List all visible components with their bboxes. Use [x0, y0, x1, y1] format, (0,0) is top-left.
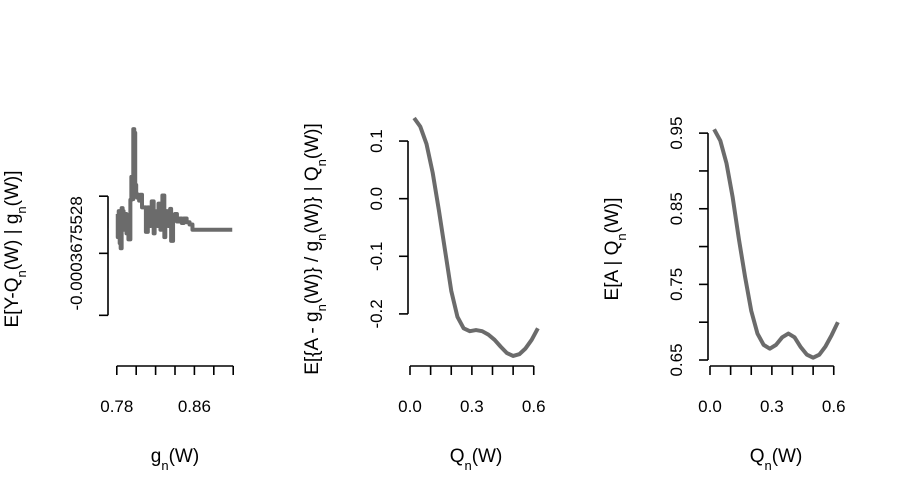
x-tick-label: 0.86 [178, 397, 211, 416]
x-tick-label: 0.0 [698, 397, 722, 416]
y-tick-label: -0.0003675528 [67, 196, 86, 310]
x-axis-title: gn(W) [151, 446, 199, 473]
x-axis-title: Qn(W) [450, 446, 503, 473]
y-tick-label: 0.85 [667, 192, 686, 225]
y-axis-title: E[{A - gn(W)} / gn(W)} | Qn(W)] [302, 123, 329, 375]
y-axis-title: E[Y-Qn(W) | gn(W)] [2, 171, 29, 328]
y-tick-label: 0.1 [367, 129, 386, 153]
y-tick-label: -0.1 [367, 242, 386, 271]
x-tick-label: 0.6 [522, 397, 546, 416]
panel-residual-vs-gn: 0.78 0.86 -0.0003675528 gn(W) E[Y-Qn(W) | gn… [2, 127, 235, 473]
y-tick-label: -0.2 [367, 299, 386, 328]
series-line [115, 127, 233, 251]
x-axis-title: Qn(W) [750, 446, 803, 473]
series-line [712, 128, 840, 360]
y-tick-label: 0.75 [667, 268, 686, 301]
series-line [412, 116, 540, 358]
y-tick-label: 0.65 [667, 343, 686, 376]
x-tick-label: 0.0 [398, 397, 422, 416]
y-tick-label: 0.95 [667, 117, 686, 150]
y-tick-label: 0.0 [367, 187, 386, 211]
panel-propensity-vs-qn: 0.0 0.3 0.6 0.65 0.75 0.85 0.95 Qn(W) E[A | Qn(W… [602, 117, 846, 473]
panel-weighted-residual-vs-qn: 0.0 0.3 0.6 -0.2 -0.1 0.0 0.1 Qn(W) E[{A - gn(W)… [302, 116, 546, 473]
x-tick-label: 0.3 [460, 397, 484, 416]
x-tick-label: 0.6 [822, 397, 846, 416]
x-tick-label: 0.78 [100, 397, 133, 416]
x-tick-label: 0.3 [760, 397, 784, 416]
y-axis-title: E[A | Qn(W)] [602, 198, 629, 301]
